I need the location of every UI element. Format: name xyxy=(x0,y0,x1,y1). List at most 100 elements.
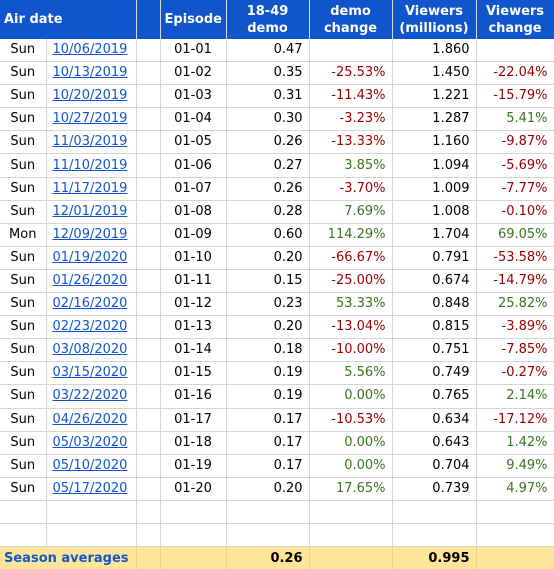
air-day: Sun xyxy=(0,84,47,109)
demo-change xyxy=(309,39,393,63)
empty-row xyxy=(0,523,554,548)
table-row: Sun 02/23/2020 01-13 0.20 -13.04% 0.815 -3.89% xyxy=(0,315,554,340)
episode-number: 01-07 xyxy=(160,177,227,201)
air-date-link[interactable]: 10/27/2019 xyxy=(52,111,128,127)
demo-rating: 0.19 xyxy=(226,384,310,409)
air-date-link[interactable]: 02/23/2020 xyxy=(52,319,128,335)
air-date-link[interactable]: 11/03/2019 xyxy=(52,134,128,150)
air-date-link[interactable]: 05/10/2020 xyxy=(52,457,128,473)
spacer-cell xyxy=(136,431,161,455)
viewers-change: -7.77% xyxy=(476,177,554,201)
viewers-change: -14.79% xyxy=(476,269,554,294)
empty-row xyxy=(0,500,554,524)
viewers-change: 4.97% xyxy=(476,477,554,501)
table-row: Sun 01/26/2020 01-11 0.15 -25.00% 0.674 -14.79… xyxy=(0,269,554,294)
air-date-link[interactable]: 05/03/2020 xyxy=(52,434,128,450)
demo-change: 0.00% xyxy=(309,431,393,455)
header-demo-line2: demo xyxy=(247,20,288,36)
header-episode[interactable]: Episode xyxy=(160,0,227,39)
viewers-change: -0.27% xyxy=(476,361,554,386)
spacer-cell xyxy=(136,130,161,155)
air-date-link[interactable]: 11/17/2019 xyxy=(52,180,128,196)
table-row: Sun 05/10/2020 01-19 0.17 0.00% 0.704 9.49% xyxy=(0,454,554,478)
air-date-link[interactable]: 01/19/2020 xyxy=(52,249,128,265)
season-averages-label: Season averages xyxy=(0,546,137,569)
spacer-cell xyxy=(136,384,161,409)
air-date-link[interactable]: 03/08/2020 xyxy=(52,342,128,358)
demo-rating: 0.20 xyxy=(226,477,310,501)
air-date-cell: 05/03/2020 xyxy=(46,431,137,455)
season-averages-row: Season averages 0.26 0.995 xyxy=(0,546,554,569)
episode-number: 01-04 xyxy=(160,107,227,132)
air-date-cell: 01/26/2020 xyxy=(46,269,137,294)
air-date-link[interactable]: 05/17/2020 xyxy=(52,480,128,496)
demo-rating: 0.60 xyxy=(226,223,310,247)
header-demo[interactable]: 18-49 demo xyxy=(226,0,310,39)
viewers-millions: 1.704 xyxy=(392,223,477,247)
empty-cell xyxy=(46,500,137,524)
air-date-link[interactable]: 12/09/2019 xyxy=(52,226,128,242)
footer-spacer xyxy=(136,546,161,569)
empty-cell xyxy=(160,523,227,548)
air-day: Sun xyxy=(0,200,47,224)
air-date-cell: 05/17/2020 xyxy=(46,477,137,501)
air-day: Sun xyxy=(0,61,47,86)
air-date-link[interactable]: 10/20/2019 xyxy=(52,88,128,104)
viewers-millions: 0.751 xyxy=(392,338,477,363)
demo-change: 0.00% xyxy=(309,384,393,409)
air-date-link[interactable]: 03/15/2020 xyxy=(52,365,128,381)
air-date-link[interactable]: 03/22/2020 xyxy=(52,388,128,404)
spacer-cell xyxy=(136,361,161,386)
table-row: Mon 12/09/2019 01-09 0.60 114.29% 1.704 69.05% xyxy=(0,223,554,247)
air-date-link[interactable]: 02/16/2020 xyxy=(52,296,128,312)
demo-change: -3.23% xyxy=(309,107,393,132)
episode-number: 01-14 xyxy=(160,338,227,363)
demo-rating: 0.15 xyxy=(226,269,310,294)
empty-cell xyxy=(476,500,554,524)
viewers-millions: 1.094 xyxy=(392,153,477,178)
header-air-date[interactable]: Air date xyxy=(0,0,137,39)
header-viewers-change-line2: change xyxy=(488,20,542,36)
episode-number: 01-05 xyxy=(160,130,227,155)
demo-change: 17.65% xyxy=(309,477,393,501)
table-row: Sun 03/15/2020 01-15 0.19 5.56% 0.749 -0.27% xyxy=(0,361,554,386)
table-row: Sun 05/03/2020 01-18 0.17 0.00% 0.643 1.42% xyxy=(0,431,554,455)
air-date-cell: 12/09/2019 xyxy=(46,223,137,247)
air-date-link[interactable]: 12/01/2019 xyxy=(52,203,128,219)
air-date-link[interactable]: 11/10/2019 xyxy=(52,157,128,173)
empty-cell xyxy=(476,523,554,548)
viewers-millions: 0.704 xyxy=(392,454,477,478)
header-demo-change[interactable]: demo change xyxy=(309,0,393,39)
demo-change: 0.00% xyxy=(309,454,393,478)
demo-rating: 0.19 xyxy=(226,361,310,386)
air-date-link[interactable]: 10/13/2019 xyxy=(52,65,128,81)
viewers-millions: 1.221 xyxy=(392,84,477,109)
air-date-cell: 11/17/2019 xyxy=(46,177,137,201)
viewers-change: -17.12% xyxy=(476,408,554,432)
air-date-cell: 01/19/2020 xyxy=(46,246,137,270)
empty-cell xyxy=(392,523,477,548)
spacer-cell xyxy=(136,454,161,478)
air-date-link[interactable]: 04/26/2020 xyxy=(52,411,128,427)
spacer-cell xyxy=(136,292,161,317)
viewers-change: 25.82% xyxy=(476,292,554,317)
empty-cell xyxy=(309,523,393,548)
header-viewers-line1: Viewers xyxy=(404,3,464,19)
empty-cell xyxy=(392,500,477,524)
table-row: Sun 03/22/2020 01-16 0.19 0.00% 0.765 2.14% xyxy=(0,384,554,409)
table-row: Sun 03/08/2020 01-14 0.18 -10.00% 0.751 -7.85% xyxy=(0,338,554,363)
viewers-change: 9.49% xyxy=(476,454,554,478)
demo-change: 3.85% xyxy=(309,153,393,178)
header-viewers-change[interactable]: Viewers change xyxy=(476,0,554,39)
table-row: Sun 10/20/2019 01-03 0.31 -11.43% 1.221 -15.79… xyxy=(0,84,554,109)
table-row: Sun 10/06/2019 01-01 0.47 1.860 xyxy=(0,39,554,63)
table-body: Sun 10/06/2019 01-01 0.47 1.860 Sun 10/13/2019… xyxy=(0,39,554,548)
footer-demo-change-cell xyxy=(309,546,393,569)
viewers-millions: 1.287 xyxy=(392,107,477,132)
air-date-link[interactable]: 01/26/2020 xyxy=(52,272,128,288)
header-viewers[interactable]: Viewers (millions) xyxy=(392,0,477,39)
air-date-cell: 10/13/2019 xyxy=(46,61,137,86)
spacer-cell xyxy=(136,61,161,86)
viewers-millions: 1.450 xyxy=(392,61,477,86)
air-date-link[interactable]: 10/06/2019 xyxy=(52,42,128,58)
